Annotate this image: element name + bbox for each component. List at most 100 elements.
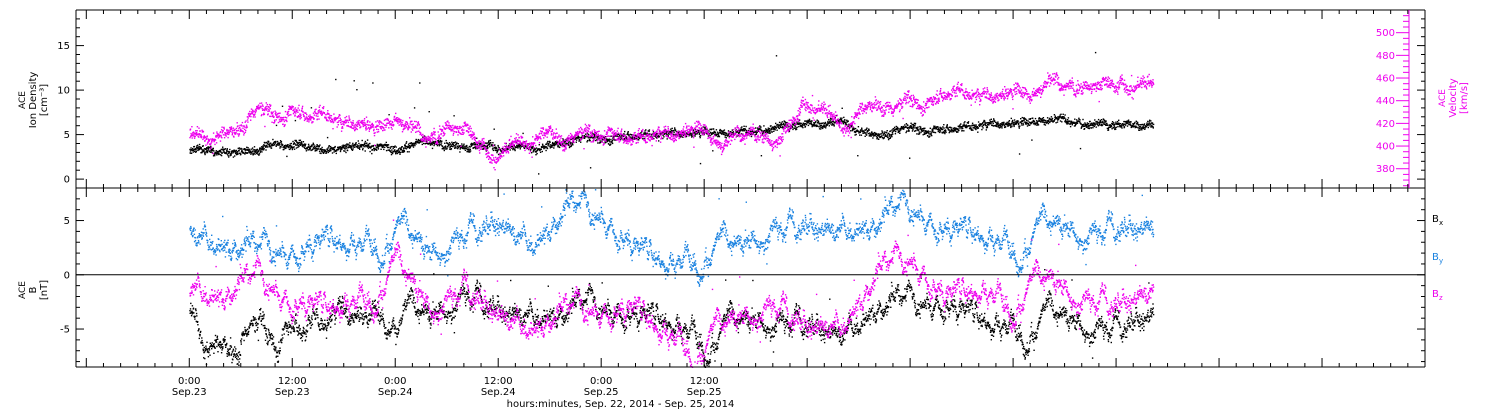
ion-density-series-point xyxy=(327,147,329,149)
velocity-series-point xyxy=(309,116,311,118)
velocity-series-point xyxy=(579,130,581,132)
velocity-series-point xyxy=(447,120,449,122)
ion-density-series-point xyxy=(348,144,350,146)
ion-density-series-point xyxy=(1010,122,1013,125)
velocity-series-point xyxy=(365,129,367,131)
velocity-series-point xyxy=(522,142,524,144)
ion-density-series-point xyxy=(850,130,852,132)
velocity-series-point xyxy=(308,119,310,121)
velocity-series-point xyxy=(432,133,435,135)
velocity-series-point xyxy=(206,137,208,140)
ion-density-series-point xyxy=(1071,124,1073,126)
velocity-series-point xyxy=(566,140,568,142)
ion-density-series-point xyxy=(1023,117,1025,120)
velocity-series-point xyxy=(232,129,234,131)
ion-density-series-point xyxy=(549,144,552,146)
velocity-series-point xyxy=(380,128,383,130)
ion-density-series-point xyxy=(446,142,448,144)
ion-density-series-point xyxy=(884,134,887,136)
ion-density-series-point xyxy=(220,154,222,156)
velocity-series-point xyxy=(578,133,580,135)
ion-density-series-point xyxy=(666,138,668,140)
velocity-series-point xyxy=(543,134,546,136)
velocity-series-point xyxy=(520,142,522,144)
ion-density-series-point xyxy=(1035,122,1037,124)
ion-density-series-point xyxy=(283,147,286,149)
velocity-series-point xyxy=(390,122,392,125)
ion-density-series-point xyxy=(912,127,914,129)
ion-density-series-point xyxy=(643,132,645,134)
ion-density-series-point xyxy=(1114,127,1116,129)
ion-density-series-point xyxy=(707,135,710,137)
ion-density-series-point xyxy=(1013,124,1015,126)
velocity-series-point xyxy=(305,112,307,114)
velocity-series-point xyxy=(230,127,232,129)
velocity-series-point xyxy=(248,115,250,118)
ion-density-series-point xyxy=(543,145,546,147)
velocity-series-point xyxy=(579,139,582,141)
velocity-series-point xyxy=(498,152,501,155)
ion-density-series-point xyxy=(761,130,763,132)
ion-density-series-point xyxy=(351,144,353,146)
velocity-series-point xyxy=(366,128,368,130)
ion-density-series-point xyxy=(466,148,468,150)
ion-density-series-point xyxy=(913,124,915,127)
velocity-series-point xyxy=(226,130,228,132)
ion-density-series-point xyxy=(465,145,468,147)
ion-density-series-point xyxy=(1130,124,1132,127)
ion-density-series-point xyxy=(714,131,716,134)
velocity-series-point xyxy=(289,105,291,108)
ion-density-series-point xyxy=(305,150,308,152)
ion-density-series-point xyxy=(190,152,193,154)
ion-density-series-point xyxy=(236,151,239,153)
ion-density-series-point xyxy=(989,119,991,121)
ion-density-series-point xyxy=(422,136,424,138)
ion-density-series-point xyxy=(454,146,456,148)
ion-density-series-point xyxy=(195,150,197,153)
ion-density-series-point xyxy=(1078,118,1080,121)
velocity-series-point xyxy=(290,114,292,116)
ion-density-series-point xyxy=(406,151,409,153)
velocity-series-point xyxy=(265,109,268,111)
velocity-series-point xyxy=(595,134,597,137)
velocity-series-point xyxy=(514,141,516,143)
ion-density-series-point xyxy=(212,147,214,150)
velocity-series-point xyxy=(493,159,496,161)
velocity-series-point xyxy=(541,130,543,133)
ion-density-series-point xyxy=(666,131,668,133)
ion-density-series-point xyxy=(556,142,558,144)
velocity-series-point xyxy=(284,110,287,113)
ion-density-series-point xyxy=(1140,126,1142,128)
ion-density-series-point xyxy=(409,147,411,149)
ion-density-series-point xyxy=(1097,122,1099,124)
velocity-series-point xyxy=(420,138,423,140)
ion-density-series-point xyxy=(1057,116,1059,118)
velocity-series-point xyxy=(453,130,456,133)
ion-density-series-point xyxy=(845,121,847,124)
ion-density-series-point xyxy=(531,147,534,149)
velocity-series-point xyxy=(274,112,277,115)
velocity-series-point xyxy=(326,113,328,115)
velocity-series-point xyxy=(536,139,539,141)
velocity-series-point xyxy=(589,124,591,127)
ion-density-series-point xyxy=(1122,124,1125,126)
ion-density-series-point xyxy=(1092,125,1094,127)
velocity-series-point xyxy=(231,132,234,134)
ion-density-series-point xyxy=(1018,126,1020,128)
velocity-series-point xyxy=(440,128,443,131)
velocity-series-point xyxy=(425,138,427,140)
ion-density-series-point xyxy=(500,150,502,152)
ion-density-series-point xyxy=(587,136,589,138)
velocity-series-point xyxy=(281,118,283,121)
ion-density-series-point xyxy=(246,152,249,154)
velocity-series-point xyxy=(507,145,509,148)
ion-density-series-point xyxy=(610,143,612,145)
ion-density-series-point xyxy=(323,149,326,151)
velocity-series-point xyxy=(276,115,278,117)
ion-density-series-point xyxy=(486,147,488,150)
velocity-series-point xyxy=(254,113,256,116)
ion-density-series-point xyxy=(337,146,339,149)
velocity-series-point xyxy=(314,109,316,111)
ion-density-series-point xyxy=(622,139,624,141)
velocity-series-point xyxy=(279,112,281,114)
